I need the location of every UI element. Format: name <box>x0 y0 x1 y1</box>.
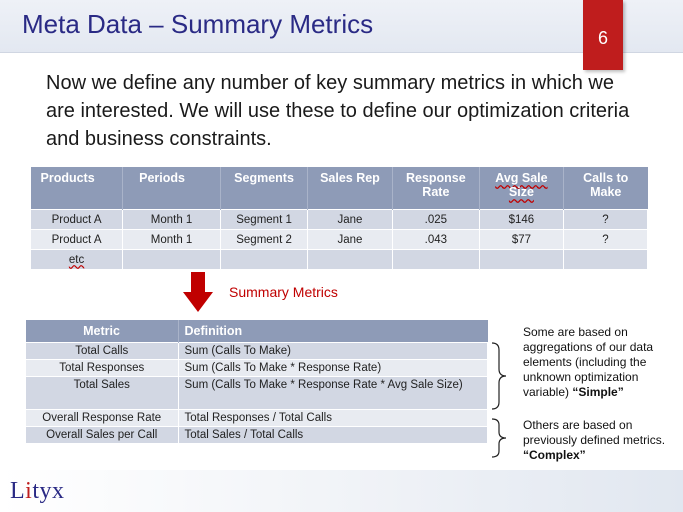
cell <box>562 249 649 270</box>
metric-name: Total Responses <box>25 359 179 377</box>
col-header-calls-to-make: Calls to Make <box>563 167 648 210</box>
metric-definition: Sum (Calls To Make * Response Rate * Avg… <box>177 376 488 410</box>
cell: Product A <box>29 209 124 230</box>
table-row: Product A Month 1 Segment 2 Jane .043 $7… <box>29 229 649 250</box>
table-row: Total Sales Sum (Calls To Make * Respons… <box>25 376 488 410</box>
cell: Month 1 <box>122 209 221 230</box>
cell <box>478 249 564 270</box>
metric-definition: Total Responses / Total Calls <box>177 409 488 427</box>
col-header-segments: Segments <box>220 167 309 210</box>
cell: .043 <box>391 229 480 250</box>
note-simple-text: Some are based on aggregations of our da… <box>523 325 654 399</box>
col-header-periods: Periods <box>122 167 221 210</box>
brace-simple-icon <box>491 342 507 410</box>
metric-name: Total Calls <box>25 342 179 360</box>
cell: Jane <box>307 229 393 250</box>
metric-definition: Sum (Calls To Make) <box>177 342 488 360</box>
metric-name: Overall Sales per Call <box>25 426 179 444</box>
col-header-products: Products <box>30 167 124 210</box>
cell: Segment 1 <box>219 209 309 230</box>
table-header-row: Metric Definition <box>25 320 488 343</box>
logo-text: L <box>10 478 26 504</box>
metric-name: Total Sales <box>25 376 179 410</box>
note-complex-text: Others are based on previously defined m… <box>523 418 666 447</box>
metric-name: Overall Response Rate <box>25 409 179 427</box>
cell: $77 <box>478 229 564 250</box>
cell: $146 <box>478 209 564 230</box>
cell: etc <box>29 249 124 270</box>
col-header-sales-rep: Sales Rep <box>307 167 393 210</box>
cell: ? <box>562 209 649 230</box>
col-header-metric: Metric <box>25 320 179 343</box>
avg-sale-size-label: Avg Sale Size <box>495 171 548 199</box>
metric-definition: Total Sales / Total Calls <box>177 426 488 444</box>
cell <box>307 249 393 270</box>
title-band <box>0 0 683 53</box>
etc-label: etc <box>68 253 85 266</box>
cell: ? <box>562 229 649 250</box>
note-simple: Some are based on aggregations of our da… <box>523 325 673 400</box>
table-row: Overall Sales per Call Total Sales / Tot… <box>25 426 488 444</box>
cell <box>122 249 221 270</box>
logo-accent: i <box>25 478 33 504</box>
cell: Jane <box>307 209 393 230</box>
note-complex: Others are based on previously defined m… <box>523 418 673 463</box>
cell <box>219 249 309 270</box>
slide-title: Meta Data – Summary Metrics <box>22 9 374 39</box>
logo-text: tyx <box>32 478 65 504</box>
note-simple-emphasis: “Simple” <box>572 385 624 399</box>
table-row: Product A Month 1 Segment 1 Jane .025 $1… <box>29 209 649 230</box>
cell: Product A <box>29 229 124 250</box>
table-row: Overall Response Rate Total Responses / … <box>25 409 488 427</box>
summary-metrics-label: Summary Metrics <box>229 284 338 300</box>
col-header-definition: Definition <box>178 320 488 343</box>
page-number-badge: 6 <box>583 0 623 70</box>
col-header-response-rate: Response Rate <box>392 167 480 210</box>
intro-text: Now we define any number of key summary … <box>46 72 630 150</box>
note-complex-emphasis: “Complex” <box>523 448 586 462</box>
table-header-row: Products Periods Segments Sales Rep Resp… <box>30 167 648 210</box>
footer-band <box>0 470 683 512</box>
cell: Month 1 <box>122 229 221 250</box>
down-arrow-icon <box>183 272 213 312</box>
cell <box>391 249 480 270</box>
col-header-avg-sale-size: Avg Sale Size <box>479 167 564 210</box>
data-elements-table: Products Periods Segments Sales Rep Resp… <box>29 167 649 270</box>
summary-metrics-table: Metric Definition Total Calls Sum (Calls… <box>25 320 488 444</box>
brace-complex-icon <box>491 418 507 458</box>
lityx-logo: Lityx <box>10 478 65 505</box>
table-row: Total Calls Sum (Calls To Make) <box>25 342 488 360</box>
cell: .025 <box>391 209 480 230</box>
table-row: etc <box>29 249 649 270</box>
metric-definition: Sum (Calls To Make * Response Rate) <box>177 359 488 377</box>
cell: Segment 2 <box>219 229 309 250</box>
table-row: Total Responses Sum (Calls To Make * Res… <box>25 359 488 377</box>
